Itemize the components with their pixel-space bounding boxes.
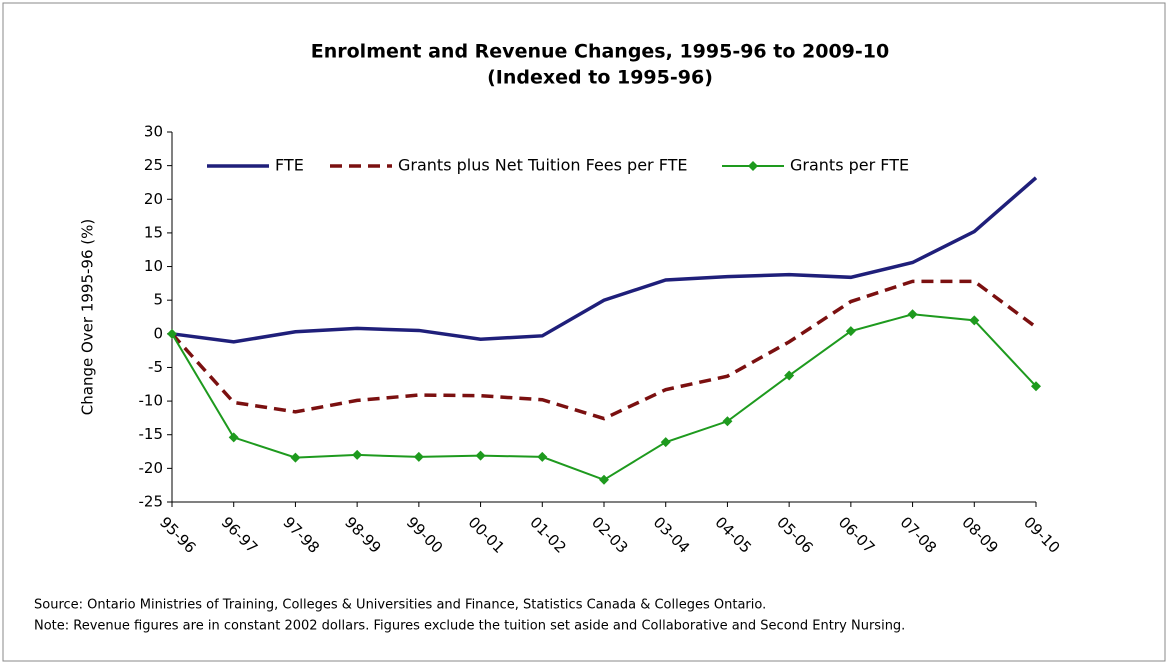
marker: [660, 437, 671, 448]
legend-label: Grants plus Net Tuition Fees per FTE: [398, 156, 688, 175]
x-tick-label: 09-10: [1020, 513, 1064, 557]
series-line: [170, 279, 1038, 421]
x-tick-label: 03-04: [650, 513, 694, 557]
marker: [1031, 381, 1041, 392]
y-tick-label: 5: [153, 291, 163, 309]
y-tick-label: -20: [139, 459, 164, 477]
x-tick-label: 95-96: [156, 513, 200, 557]
source-note: Source: Ontario Ministries of Training, …: [34, 598, 766, 613]
y-tick-label: -25: [139, 493, 164, 511]
x-tick-label: 07-08: [897, 513, 941, 557]
y-tick-label: 30: [144, 123, 163, 141]
marker: [413, 451, 424, 462]
y-tick-label: 20: [144, 190, 163, 208]
marker: [537, 451, 548, 462]
y-tick-label: 0: [153, 324, 163, 342]
series-line: [171, 313, 1037, 481]
x-tick-label: 08-09: [958, 513, 1002, 557]
marker: [722, 416, 733, 427]
y-axis-label: Change Over 1995-96 (%): [79, 219, 97, 415]
x-tick-label: 05-06: [773, 513, 817, 557]
y-tick-label: 10: [144, 257, 163, 275]
x-tick-label: 00-01: [465, 513, 509, 557]
x-tick-label: 06-07: [835, 513, 879, 557]
marker: [167, 328, 177, 339]
marker: [907, 309, 918, 320]
chart-title: Enrolment and Revenue Changes, 1995-96 t…: [311, 41, 889, 63]
x-tick-label: 04-05: [711, 513, 755, 557]
x-tick-label: 99-00: [403, 513, 447, 557]
marker: [845, 326, 856, 337]
legend-marker: [748, 161, 758, 171]
marker: [290, 452, 301, 463]
marker: [352, 449, 363, 460]
marker: [475, 450, 486, 461]
chart-subtitle: (Indexed to 1995-96): [487, 67, 713, 89]
x-tick-label: 96-97: [218, 513, 262, 557]
y-tick-label: -10: [139, 392, 164, 410]
marker: [784, 370, 795, 381]
marker: [599, 474, 609, 485]
marker: [969, 315, 980, 326]
y-tick-label: 25: [144, 156, 163, 174]
y-tick-label: 15: [144, 223, 163, 241]
x-tick-label: 01-02: [526, 513, 570, 557]
series-line: [171, 176, 1038, 344]
marker: [228, 432, 239, 443]
y-tick-label: -5: [148, 358, 163, 376]
legend-label: FTE: [275, 156, 304, 175]
legend-label: Grants per FTE: [790, 156, 909, 175]
x-tick-label: 02-03: [588, 513, 632, 557]
x-tick-label: 98-99: [341, 513, 385, 557]
note: Note: Revenue figures are in constant 20…: [34, 619, 905, 634]
x-tick-label: 97-98: [279, 513, 323, 557]
y-tick-label: -15: [139, 425, 164, 443]
